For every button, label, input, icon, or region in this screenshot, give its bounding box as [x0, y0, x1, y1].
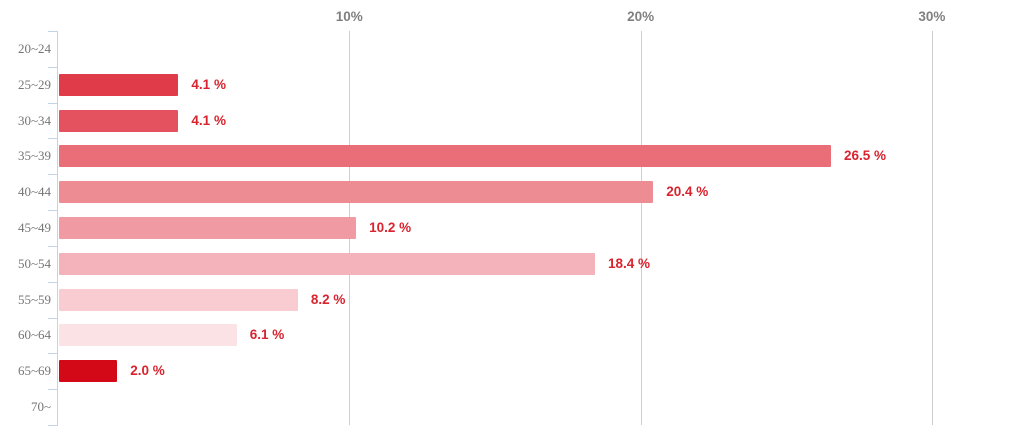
- value-label: 18.4 %: [607, 255, 651, 271]
- bar: [59, 324, 237, 347]
- category-label: 20~24: [17, 40, 51, 56]
- x-axis-tick-label: 10%: [335, 9, 363, 24]
- value-label: 2.0 %: [130, 363, 165, 379]
- y-axis-line: [57, 31, 58, 427]
- category-label: 35~39: [17, 148, 51, 164]
- y-axis-tick: [48, 353, 57, 355]
- value-label: 8.2 %: [310, 291, 346, 307]
- category-label: 50~54: [17, 255, 51, 271]
- bar: [59, 288, 298, 311]
- y-axis-tick: [48, 317, 57, 319]
- y-axis-tick: [48, 281, 57, 283]
- category-label: 55~59: [17, 291, 51, 307]
- y-axis-tick: [48, 31, 57, 32]
- category-label: 25~29: [17, 76, 51, 92]
- bar: [59, 109, 179, 132]
- y-axis-tick: [48, 389, 57, 391]
- y-axis-tick: [48, 66, 57, 68]
- value-label: 10.2 %: [369, 220, 412, 235]
- value-label: 6.1 %: [249, 327, 285, 343]
- y-axis-tick: [48, 425, 57, 427]
- bar: [59, 73, 179, 96]
- value-label: 20.4 %: [666, 184, 709, 200]
- bar: [59, 145, 831, 168]
- y-axis-tick: [48, 102, 57, 104]
- x-axis-tick-label: 30%: [918, 9, 946, 24]
- bar: [59, 217, 357, 239]
- x-gridline: [640, 31, 642, 426]
- value-label: 4.1 %: [191, 76, 226, 92]
- category-label: 65~69: [17, 363, 51, 379]
- value-label: 26.5 %: [843, 148, 886, 164]
- category-label: 60~64: [17, 327, 51, 343]
- y-axis-tick: [48, 138, 57, 140]
- bar: [59, 252, 595, 275]
- y-axis-tick: [48, 245, 57, 247]
- category-label: 30~34: [17, 112, 51, 128]
- category-label: 40~44: [17, 184, 51, 200]
- category-label: 70~: [30, 399, 51, 415]
- x-gridline: [931, 31, 933, 426]
- value-label: 4.1 %: [191, 112, 226, 128]
- bar: [59, 360, 118, 383]
- y-axis-tick: [48, 174, 57, 176]
- y-axis-tick: [48, 210, 57, 212]
- category-label: 45~49: [17, 220, 51, 235]
- bar: [59, 181, 654, 204]
- x-axis-tick-label: 20%: [627, 9, 655, 24]
